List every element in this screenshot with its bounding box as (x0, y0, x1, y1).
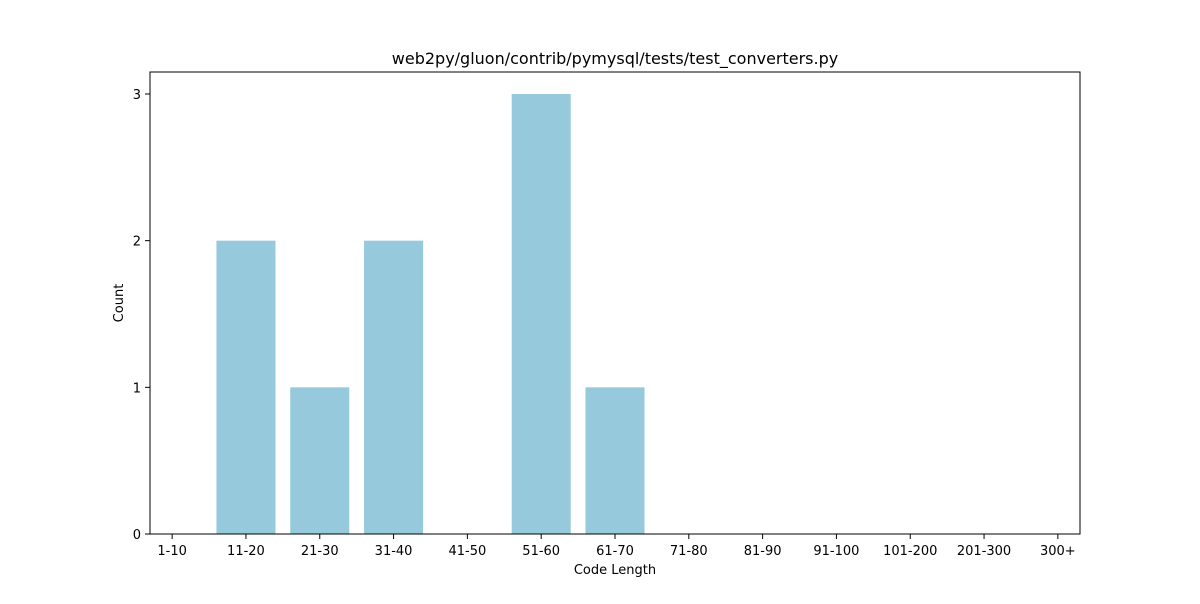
x-tick-label: 101-200 (883, 544, 937, 559)
x-tick-label: 21-30 (301, 544, 339, 559)
bars-group (216, 94, 645, 534)
x-axis-ticks: 1-10 11-20 21-30 31-40 41-50 51-60 61-70 71-80 8… (157, 534, 1076, 559)
y-tick-label: 3 (133, 88, 141, 103)
bar-21-30 (290, 387, 350, 534)
x-tick-label: 71-80 (670, 544, 708, 559)
x-tick-label: 1-10 (157, 544, 187, 559)
y-tick-label: 0 (133, 528, 141, 543)
x-tick-label: 201-300 (957, 544, 1011, 559)
x-tick-label: 31-40 (375, 544, 413, 559)
y-axis-ticks: 0 1 2 3 (133, 88, 150, 543)
y-axis-label: Count (112, 284, 127, 323)
bar-51-60 (511, 94, 571, 534)
x-tick-label: 51-60 (522, 544, 560, 559)
y-tick-label: 2 (133, 235, 141, 250)
bar-11-20 (216, 240, 276, 534)
x-tick-label: 61-70 (596, 544, 634, 559)
x-tick-label: 300+ (1040, 544, 1076, 559)
x-axis-label: Code Length (574, 563, 656, 578)
x-tick-label: 81-90 (744, 544, 782, 559)
chart-title: web2py/gluon/contrib/pymysql/tests/test_… (392, 49, 838, 69)
bar-61-70 (585, 387, 645, 534)
y-tick-label: 1 (133, 381, 141, 396)
plot-frame (149, 71, 1081, 535)
x-tick-label: 11-20 (227, 544, 265, 559)
bar-31-40 (364, 240, 424, 534)
x-tick-label: 41-50 (448, 544, 486, 559)
x-tick-label: 91-100 (813, 544, 859, 559)
